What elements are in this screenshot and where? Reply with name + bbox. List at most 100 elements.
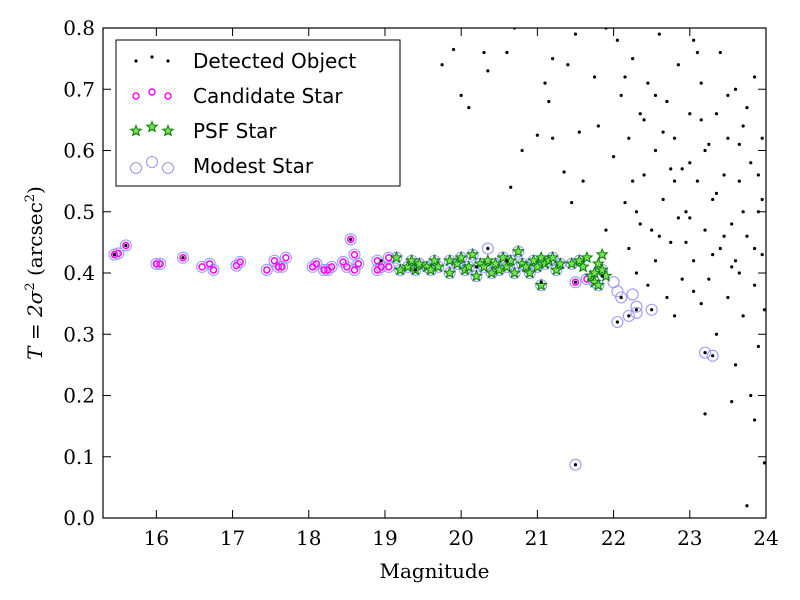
detected-object-point: [699, 118, 703, 122]
detected-object-point: [474, 265, 479, 269]
detected-object-point: [124, 243, 128, 248]
detected-object-point: [672, 314, 677, 318]
detected-object-point: [547, 99, 551, 104]
x-tick-label: 24: [753, 526, 778, 550]
legend-item: Modest Star: [129, 154, 314, 178]
detected-object-point: [631, 179, 635, 183]
detected-object-point: [688, 112, 692, 116]
detected-object-point: [600, 274, 604, 278]
candidate-star-point: [327, 263, 336, 271]
detected-object-point: [486, 69, 490, 73]
detected-object-point: [623, 75, 627, 79]
detected-object-point: [638, 112, 642, 116]
detected-object-point: [726, 93, 730, 97]
detected-object-point: [634, 308, 639, 312]
detected-object-point: [646, 283, 650, 287]
modest-star-point: [150, 257, 163, 270]
legend-marker: [129, 161, 143, 175]
legend-marker: [129, 124, 143, 137]
detected-object-point: [730, 222, 734, 226]
detected-object-point: [672, 179, 677, 183]
detected-object-point: [573, 463, 578, 467]
legend-marker: [132, 92, 140, 100]
psf-star-point: [500, 260, 514, 273]
detected-object-point: [733, 259, 738, 263]
y-tick-label: 0.2: [63, 384, 95, 408]
candidate-star-point: [179, 253, 187, 262]
detected-object-point: [722, 234, 726, 238]
detected-object-point: [756, 344, 760, 349]
candidate-star-point: [205, 260, 214, 268]
detected-object-point: [726, 295, 730, 300]
y-tick-label: 0.6: [63, 139, 95, 163]
detected-object-point: [688, 161, 692, 165]
detected-object-point: [562, 170, 566, 174]
detected-object-point: [726, 136, 730, 140]
detected-object-point: [650, 308, 654, 312]
detected-object-point: [733, 363, 738, 367]
series-psf-star: [389, 244, 613, 291]
modest-star-point: [154, 257, 167, 270]
modest-star-point: [615, 291, 628, 304]
psf-star-point: [412, 256, 426, 270]
psf-star-point: [424, 263, 438, 276]
y-tick-label: 0.4: [63, 261, 95, 285]
detected-object-point: [653, 148, 658, 153]
y-tick-label: 0.8: [63, 16, 95, 40]
detected-object-point: [672, 136, 677, 140]
detected-object-point: [551, 136, 555, 140]
detected-object-point: [413, 268, 418, 272]
candidate-star-point: [270, 257, 279, 265]
legend-item: Candidate Star: [132, 84, 343, 108]
detected-object-point: [722, 173, 726, 177]
detected-object-point: [566, 63, 570, 67]
detected-object-point: [505, 259, 509, 263]
psf-star-point: [431, 260, 445, 273]
detected-object-point: [646, 81, 650, 85]
detected-object-point: [653, 93, 658, 97]
detected-object-point: [642, 173, 646, 177]
detected-object-point: [539, 280, 543, 284]
detected-object-point: [684, 210, 688, 214]
candidate-star-point: [346, 235, 355, 244]
legend-label: Modest Star: [193, 154, 314, 178]
detected-object-point: [631, 57, 635, 61]
candidate-star-point: [385, 263, 393, 271]
detected-object-point: [623, 200, 627, 205]
psf-star-point: [393, 263, 407, 276]
detected-object-point: [752, 418, 757, 422]
plot-marks: [108, 28, 766, 508]
detected-object-point: [756, 173, 760, 177]
detected-object-point: [482, 50, 486, 55]
legend-item: PSF Star: [129, 119, 277, 143]
detected-object-point: [627, 246, 631, 251]
legend-label: Candidate Star: [193, 84, 343, 108]
detected-object-point: [760, 197, 764, 202]
candidate-star-point: [232, 261, 241, 270]
detected-object-point: [604, 228, 608, 232]
modest-star-point: [234, 255, 247, 269]
x-tick-label: 18: [296, 526, 321, 550]
detected-object-point: [714, 112, 719, 116]
detected-object-point: [718, 50, 722, 55]
psf-star-point: [477, 260, 491, 273]
detected-object-point: [653, 259, 658, 263]
modest-star-point: [272, 260, 285, 273]
detected-object-point: [707, 142, 711, 146]
psf-star-point: [591, 256, 605, 270]
y-tick-label: 0.1: [63, 445, 95, 469]
detected-object-point: [684, 240, 688, 244]
modest-star-point: [260, 263, 273, 276]
detected-object-point: [543, 81, 547, 85]
detected-object-point: [634, 210, 639, 214]
series-detected-object: [112, 28, 766, 508]
detected-object-point: [714, 191, 719, 195]
candidate-star-point: [320, 266, 328, 274]
detected-object-point: [703, 148, 707, 153]
detected-object-point: [703, 228, 707, 232]
modest-star-point: [569, 458, 582, 471]
modest-star-point: [630, 306, 643, 319]
detected-object-point: [619, 295, 623, 300]
candidate-star-point: [350, 266, 359, 274]
